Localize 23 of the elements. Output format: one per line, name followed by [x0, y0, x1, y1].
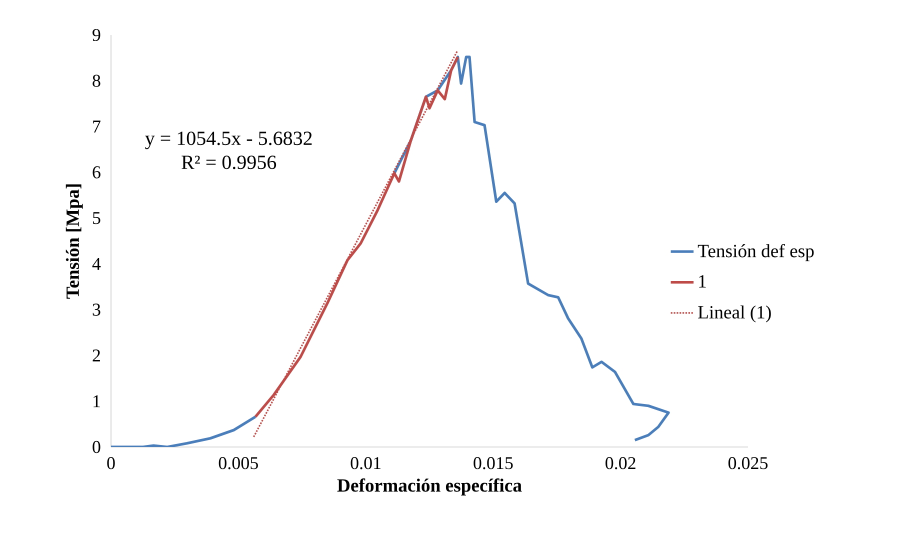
- x-tick-label: 0.02: [606, 457, 636, 470]
- x-axis-title: Deformación específica: [337, 478, 522, 496]
- y-tick-label: 8: [92, 74, 100, 87]
- y-tick-label: 6: [92, 166, 100, 178]
- x-tick-label: 0.01: [350, 457, 380, 470]
- x-tick-label: 0: [107, 457, 115, 470]
- y-tick-label: 1: [94, 395, 100, 408]
- y-tick-label: 7: [93, 120, 100, 132]
- x-tick-label: 0.025: [728, 457, 768, 470]
- y-tick-label: 5: [93, 212, 100, 224]
- x-tick-label: 0.015: [474, 457, 513, 470]
- annotation: y = 1054.5x - 5.6832: [145, 132, 312, 150]
- y-tick-label: 2: [92, 349, 100, 362]
- y-tick-label: 3: [92, 304, 100, 316]
- y-tick-label: 4: [92, 258, 101, 270]
- legend-label: Lineal (1): [698, 305, 771, 322]
- legend-label: 1: [699, 275, 706, 288]
- x-tick-label: 0.005: [218, 457, 258, 470]
- legend-label: Tensión def esp: [698, 244, 814, 262]
- annotation: R² = 0.9956: [182, 156, 276, 170]
- y-axis-title: Tensión [Mpa]: [66, 184, 83, 299]
- y-tick-label: 0: [92, 440, 100, 454]
- y-tick-label: 9: [92, 28, 100, 42]
